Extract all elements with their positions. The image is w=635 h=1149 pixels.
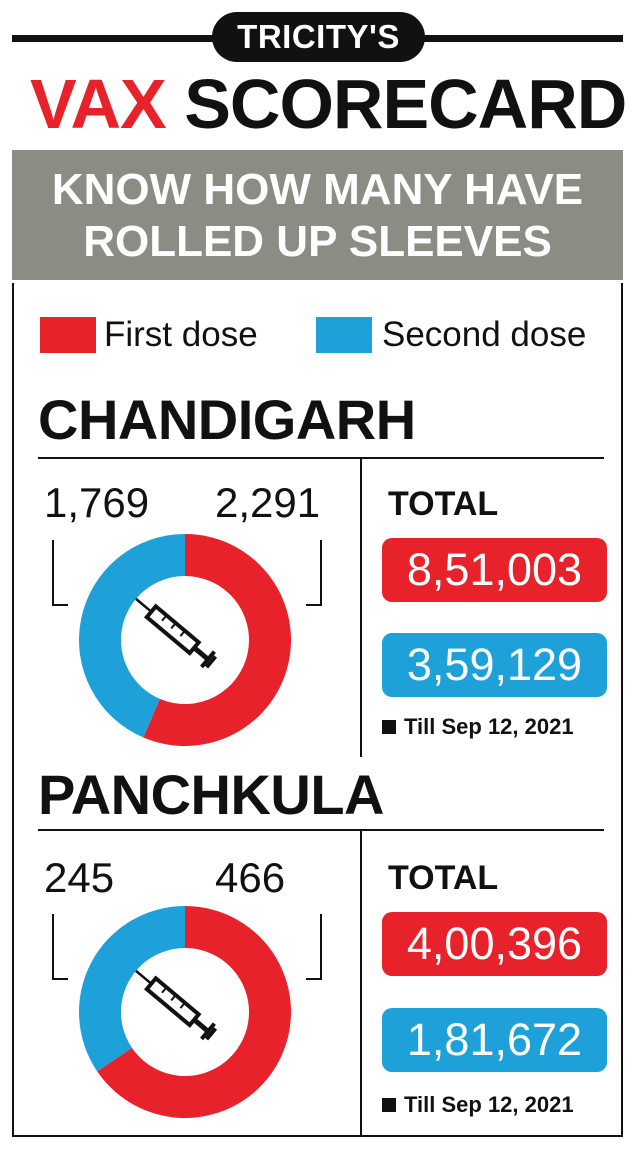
label-bracket-left — [52, 914, 68, 980]
section-divider — [38, 457, 604, 459]
title-red-word: VAX — [30, 65, 167, 143]
page-title: VAX SCORECARD — [30, 62, 627, 146]
date-note-text: Till Sep 12, 2021 — [404, 714, 574, 739]
date-note-text: Till Sep 12, 2021 — [404, 1092, 574, 1117]
donut-chart-chandigarh — [79, 534, 292, 746]
legend-swatch-first-dose — [40, 317, 96, 353]
donut-slices — [79, 534, 292, 746]
first-dose-count-label: 2,291 — [215, 479, 321, 526]
donut-slice-second-dose — [79, 534, 185, 738]
kicker-pill: TRICITY'S — [212, 12, 425, 62]
banner-line-1: KNOW HOW MANY HAVE — [51, 165, 584, 214]
content-frame — [12, 283, 623, 1137]
legend-label-first-dose: First dose — [104, 315, 258, 354]
date-note: Till Sep 12, 2021 — [382, 1092, 574, 1118]
first-dose-total-badge: 4,00,396 — [382, 912, 607, 976]
second-dose-count-label: 1,769 — [44, 479, 150, 526]
donut-slice-second-dose — [79, 906, 185, 1072]
total-label: TOTAL — [388, 859, 499, 897]
label-bracket-right — [306, 914, 322, 980]
city-title-chandigarh: CHANDIGARH — [38, 388, 416, 451]
second-dose-total-badge: 1,81,672 — [382, 1008, 607, 1072]
label-bracket-right — [306, 540, 322, 606]
syringe-icon — [135, 969, 218, 1041]
second-dose-count-label: 245 — [44, 854, 115, 901]
first-dose-count-label: 466 — [215, 854, 286, 901]
donut-slice-first-dose — [97, 906, 291, 1118]
column-divider — [360, 829, 362, 1137]
banner-line-2: ROLLED UP SLEEVES — [83, 217, 552, 266]
bullet-square-icon — [382, 720, 396, 734]
column-divider — [360, 457, 362, 757]
second-dose-total-badge: 3,59,129 — [382, 633, 607, 697]
total-label: TOTAL — [388, 485, 499, 523]
legend-swatch-second-dose — [316, 317, 372, 353]
date-note: Till Sep 12, 2021 — [382, 714, 574, 740]
subtitle-banner: KNOW HOW MANY HAVE ROLLED UP SLEEVES — [12, 150, 623, 280]
syringe-icon — [135, 597, 218, 669]
donut-slice-first-dose — [143, 534, 292, 746]
city-title-panchkula: PANCHKULA — [38, 763, 385, 826]
title-black-word: SCORECARD — [184, 65, 627, 143]
first-dose-total-badge: 8,51,003 — [382, 538, 607, 602]
legend-label-second-dose: Second dose — [382, 315, 587, 354]
donut-slices — [79, 906, 291, 1118]
label-bracket-left — [52, 540, 68, 606]
section-divider — [38, 829, 604, 831]
donut-chart-panchkula — [79, 906, 291, 1118]
bullet-square-icon — [382, 1098, 396, 1112]
